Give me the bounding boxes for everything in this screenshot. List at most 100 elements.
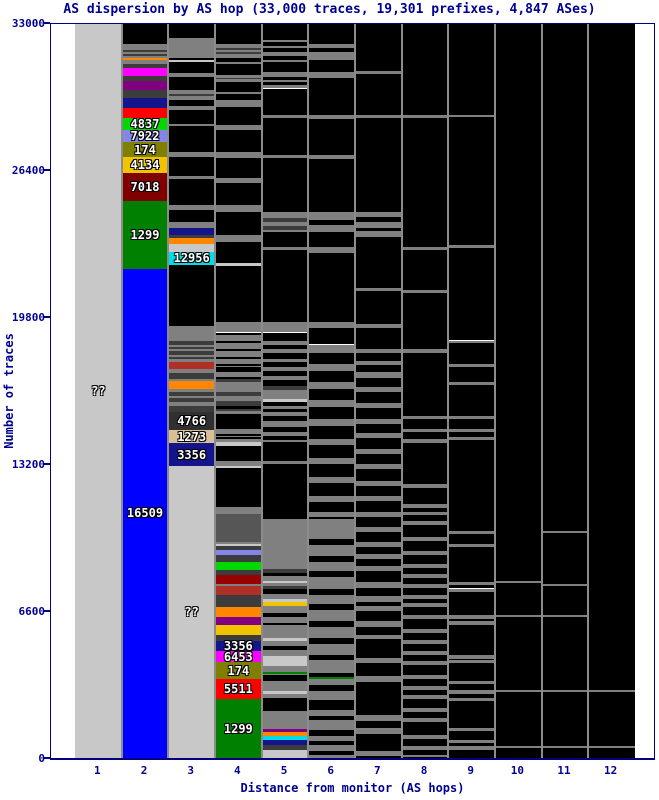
bar-segment [215, 64, 262, 76]
bar-segment [401, 628, 449, 633]
bar-segment [121, 76, 169, 82]
bar-segment [261, 440, 309, 443]
bar-segment [355, 751, 402, 756]
bar-segment [355, 387, 402, 393]
bar-segment [355, 71, 402, 75]
bar-segment [121, 98, 169, 109]
bar-segment [215, 585, 262, 595]
bar-segment [168, 264, 215, 326]
bar-segment [215, 549, 262, 555]
bar-segment [308, 115, 355, 120]
bar-segment [215, 543, 262, 546]
bar-segment [121, 108, 169, 119]
bar-segment [215, 377, 262, 380]
bar-segment [448, 342, 495, 365]
bar-segment [168, 205, 215, 210]
bar-segment [308, 24, 355, 45]
x-tick-label: 6 [327, 764, 334, 777]
bar-segment [261, 616, 309, 624]
bar-segment [261, 739, 309, 746]
bar-segment [215, 58, 262, 63]
bar-segment [261, 72, 309, 78]
bar-segment [308, 477, 355, 484]
bar-segment [401, 524, 449, 537]
bar-segment [541, 617, 589, 691]
bar-segment [168, 443, 215, 466]
bar-segment [448, 690, 495, 695]
column-separator [260, 24, 263, 758]
x-tick-label: 11 [557, 764, 571, 777]
bar-segment [121, 60, 169, 64]
bar-segment [448, 694, 495, 699]
bar-segment [448, 658, 495, 661]
bar-segment [261, 115, 309, 119]
bar-column-7 [355, 24, 402, 758]
bar-segment [168, 179, 215, 206]
bar-segment [261, 399, 309, 403]
bar-segment [448, 429, 495, 433]
bar-segment [495, 24, 542, 581]
bar-segment [261, 681, 309, 692]
bar-segment [448, 588, 495, 592]
bar-segment [215, 569, 262, 575]
bar-segment [261, 118, 309, 156]
bar-segment [448, 739, 495, 744]
bar-segment [355, 627, 402, 636]
bar-segment [168, 24, 215, 39]
bar-segment [541, 692, 589, 746]
bar-segment [308, 555, 355, 562]
bar-segment [355, 216, 402, 222]
x-tick-label: 10 [510, 764, 524, 777]
bar-segment [261, 358, 309, 363]
bar-segment [401, 583, 449, 588]
bar-segment [401, 757, 449, 758]
bar-segment [401, 487, 449, 504]
bar-segment [261, 416, 309, 422]
bar-segment [588, 690, 635, 693]
bar-segment [261, 588, 309, 594]
bar-segment [215, 158, 262, 179]
bar-segment [261, 217, 309, 222]
column-separator [447, 24, 450, 758]
bar-segment [215, 699, 262, 758]
y-tick-label: 33000 [11, 17, 45, 30]
bar-segment [355, 287, 402, 291]
bar-segment [401, 289, 449, 293]
bar-segment [168, 96, 215, 101]
bar-segment [261, 77, 309, 81]
x-tick-label: 2 [140, 764, 148, 777]
bar-segment [261, 231, 309, 247]
bar-segment [355, 403, 402, 409]
bar-segment [448, 385, 495, 417]
y-tick-mark [44, 463, 50, 465]
bar-segment [541, 690, 589, 693]
bar-segment [168, 100, 215, 107]
bar-segment [448, 618, 495, 622]
bar-segment [261, 24, 309, 41]
bar-segment [401, 567, 449, 574]
bar-segment [261, 666, 309, 673]
bar-segment [215, 351, 262, 357]
bar-segment [168, 38, 215, 58]
x-tick-label: 5 [280, 764, 288, 777]
bar-segment [308, 538, 355, 545]
bar-segment [308, 155, 355, 160]
bar-segment [355, 601, 402, 606]
bar-segment [355, 570, 402, 582]
bar-segment [401, 632, 449, 641]
bar-segment [168, 389, 215, 393]
bar-segment [261, 249, 309, 322]
bar-segment [401, 577, 449, 584]
bar-segment [308, 626, 355, 639]
bar-segment [215, 24, 262, 44]
bar-segment [308, 72, 355, 79]
bar-segment [261, 82, 309, 86]
bar-segment [401, 540, 449, 551]
bar-segment [448, 625, 495, 656]
bar-segment [168, 77, 215, 91]
bar-segment [308, 463, 355, 478]
bar-segment [355, 663, 402, 677]
bar-segment [448, 655, 495, 659]
bar-columns: ?? 4837 7922 174 4134 7018 1299 16509 12956 4766 1… [75, 24, 635, 758]
bar-segment [261, 345, 309, 350]
